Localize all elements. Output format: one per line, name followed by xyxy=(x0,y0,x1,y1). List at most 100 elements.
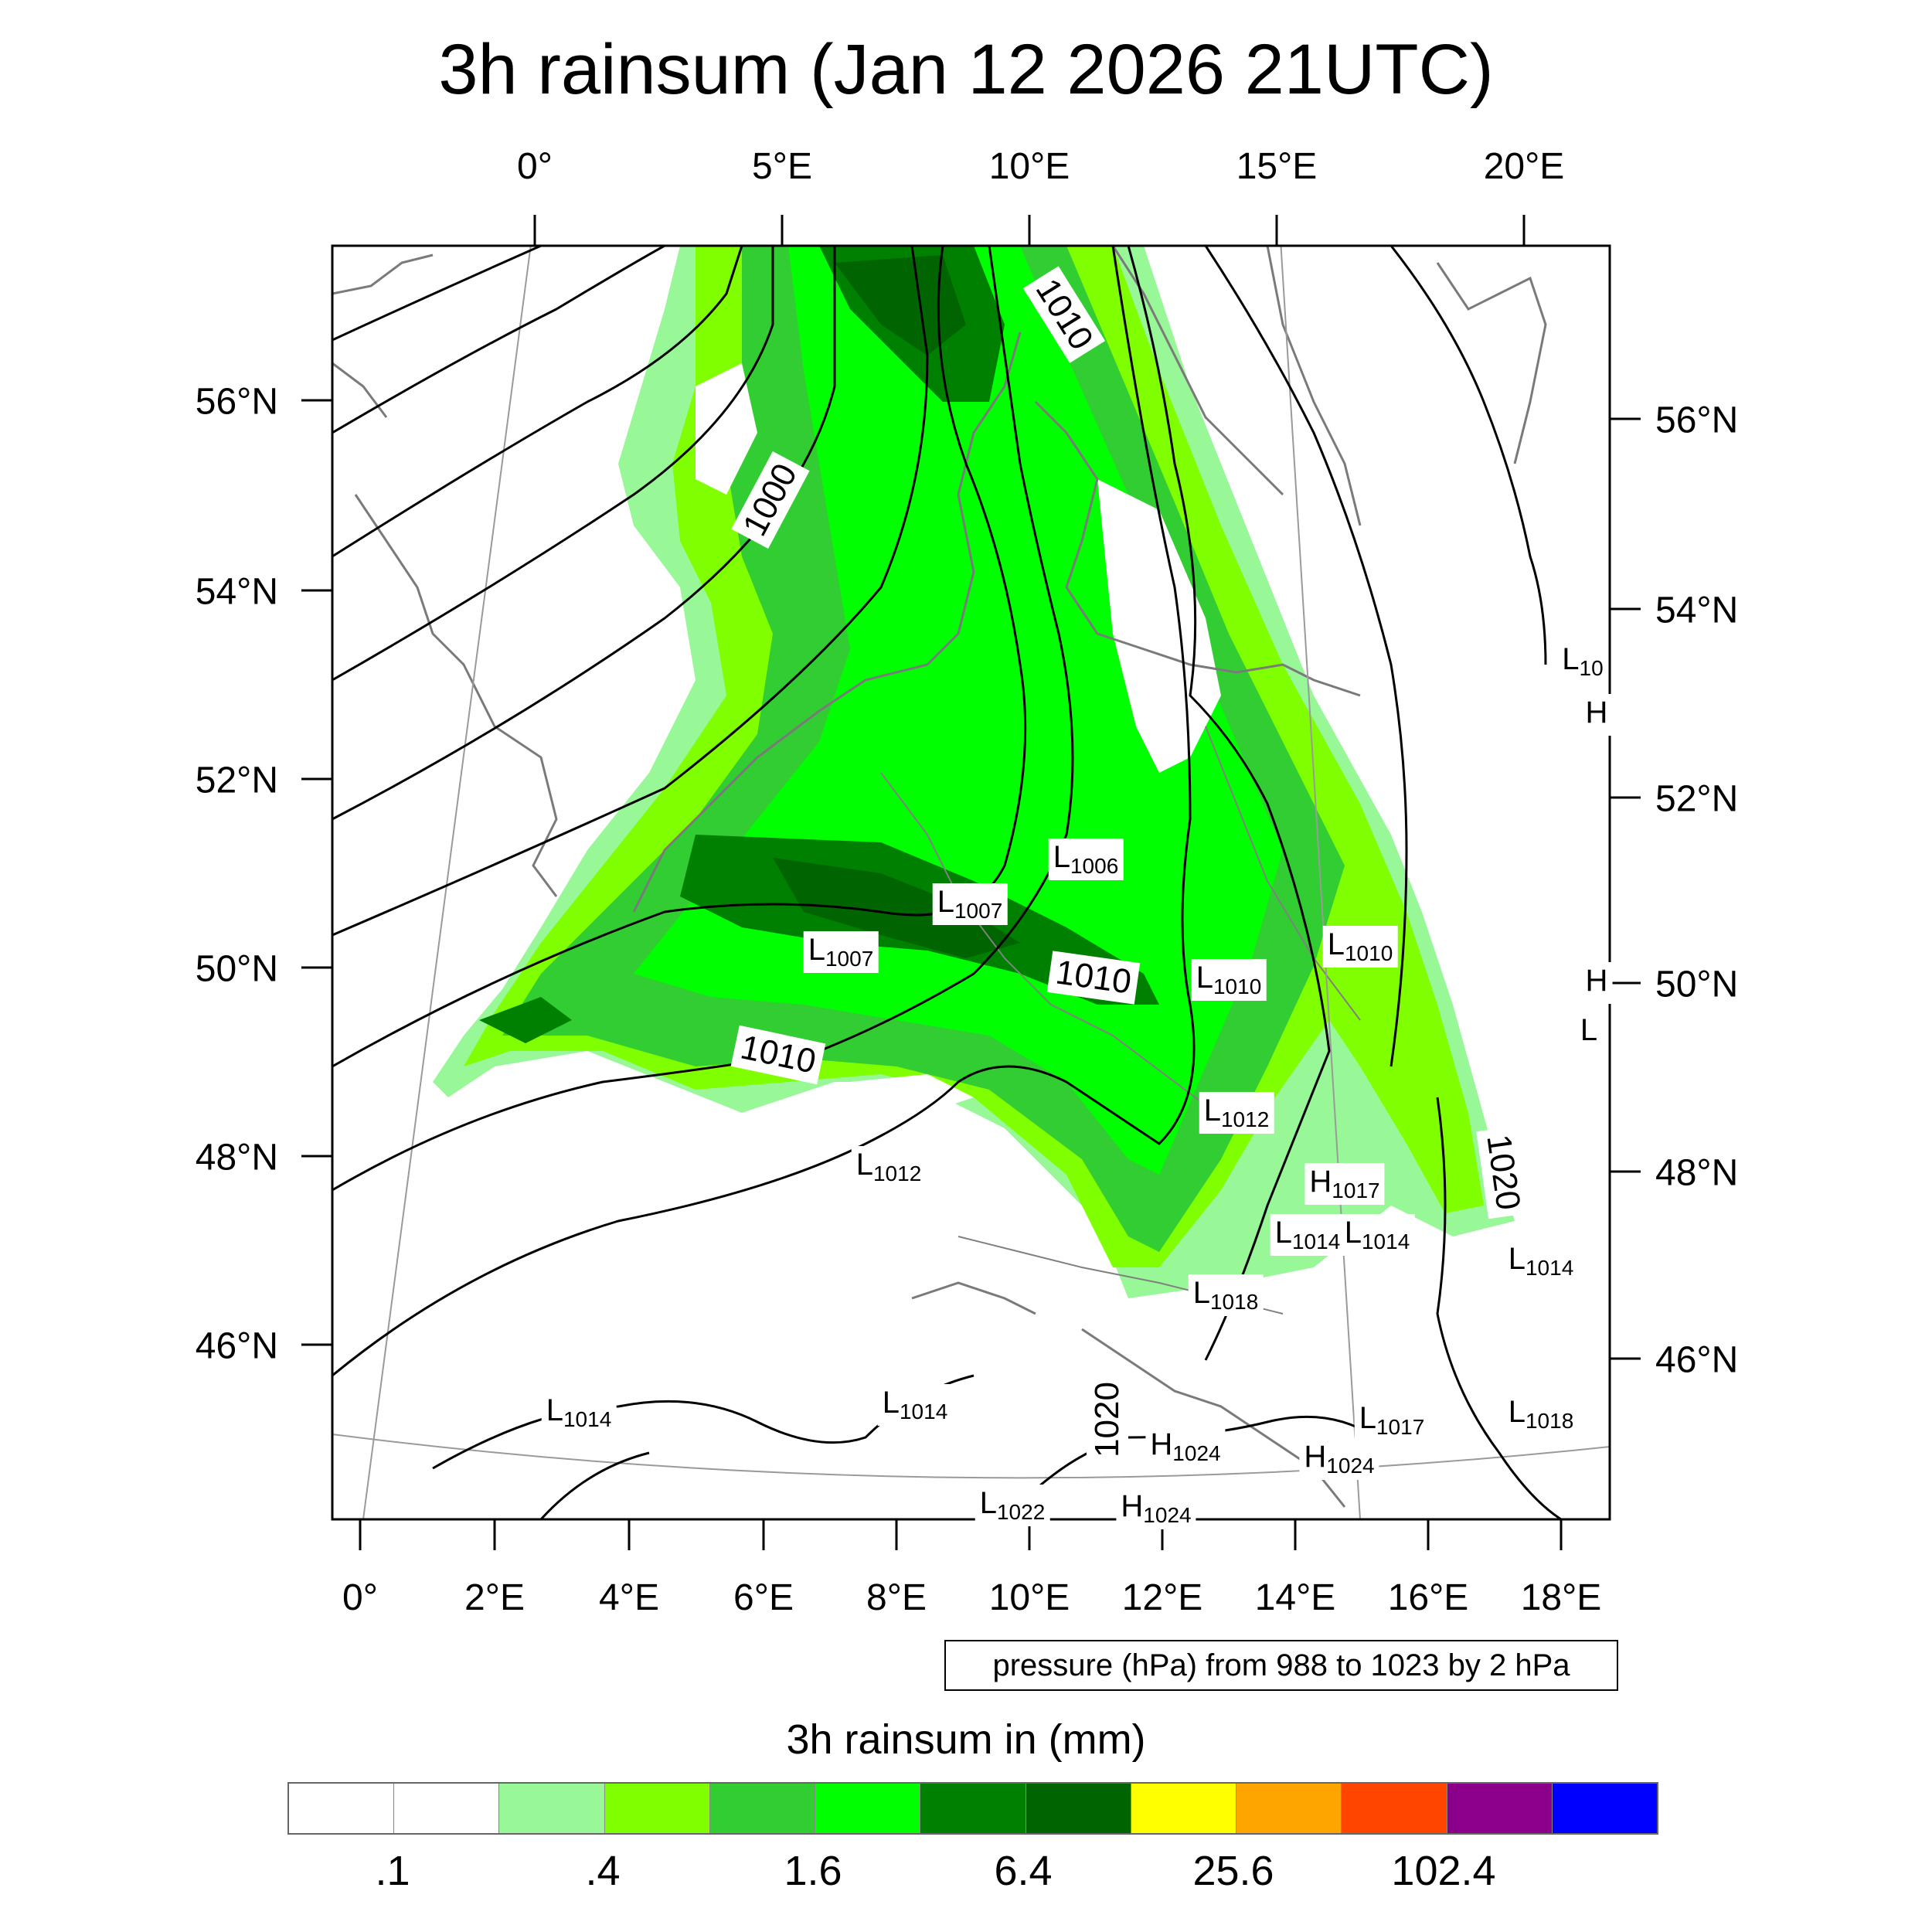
pressure-center-value: 1010 xyxy=(1344,941,1393,965)
left-lat-tick: 50°N xyxy=(195,948,278,990)
pressure-center-label: L1012 xyxy=(851,1146,927,1188)
pressure-center-value: 1014 xyxy=(563,1407,612,1431)
pressure-center-value: 1014 xyxy=(899,1400,948,1423)
right-lat-tick: 46°N xyxy=(1655,1339,1739,1381)
pressure-center-value: 1018 xyxy=(1525,1409,1574,1433)
pressure-center-type: L xyxy=(1562,642,1580,676)
pressure-center-value: 1006 xyxy=(1070,854,1119,878)
graticule xyxy=(332,246,1610,1519)
colorbar-box xyxy=(709,1784,816,1833)
pressure-center-type: L xyxy=(1274,1216,1292,1250)
colorbar-box xyxy=(1447,1784,1553,1833)
pressure-center-value: 1024 xyxy=(1326,1454,1375,1478)
pressure-center-type: L xyxy=(1327,927,1345,961)
bottom-lon-tick: 10°E xyxy=(988,1577,1070,1618)
pressure-center-type: L xyxy=(1196,961,1213,995)
pressure-center-label: L1007 xyxy=(932,883,1008,925)
pressure-center-label: L10 xyxy=(1557,641,1608,682)
pressure-center-value: 1014 xyxy=(1291,1230,1341,1253)
bottom-lon-tick: 6°E xyxy=(733,1577,794,1618)
pressure-center-value: 1018 xyxy=(1209,1290,1259,1314)
isobars xyxy=(332,246,1562,1519)
pressure-center-label: L1012 xyxy=(1199,1092,1274,1134)
pressure-center-value: 1022 xyxy=(996,1500,1046,1524)
colorbar-title: 3h rainsum in (mm) xyxy=(786,1716,1146,1763)
pressure-center-value: 1014 xyxy=(1361,1230,1410,1253)
pressure-center-value: 1007 xyxy=(825,947,874,971)
colorbar-label: .4 xyxy=(585,1848,621,1894)
tick-marks xyxy=(301,215,1641,1550)
top-lon-tick: 15°E xyxy=(1236,146,1318,187)
pressure-note: pressure (hPa) from 988 to 1023 by 2 hPa xyxy=(944,1640,1618,1691)
pressure-center-value: 1017 xyxy=(1332,1179,1380,1202)
top-lon-tick: 0° xyxy=(517,146,553,187)
pressure-center-type: L xyxy=(1203,1094,1221,1128)
pressure-center-value: 10 xyxy=(1579,656,1604,680)
pressure-center-type: L xyxy=(1359,1401,1376,1435)
right-lat-tick: 48°N xyxy=(1655,1152,1739,1194)
pressure-center-type: L xyxy=(1344,1216,1362,1250)
map-frame xyxy=(331,244,1611,1521)
colorbar-box xyxy=(499,1784,605,1833)
left-lat-tick: 46°N xyxy=(195,1325,278,1367)
pressure-center-label: L1014 xyxy=(541,1392,617,1434)
bottom-lon-tick: 8°E xyxy=(866,1577,927,1618)
colorbar-label: 25.6 xyxy=(1192,1848,1274,1894)
pressure-center-label: L1006 xyxy=(1048,838,1124,880)
rain-brightgreen xyxy=(634,246,1283,1175)
pressure-center-label: L1007 xyxy=(803,931,879,973)
pressure-center-type: H xyxy=(1585,696,1608,730)
right-lat-tick: 52°N xyxy=(1655,778,1739,820)
isobar-label: 1020 xyxy=(1086,1376,1128,1464)
pressure-center-value: 1012 xyxy=(872,1162,922,1185)
colorbar-box xyxy=(1552,1784,1658,1833)
pressure-center-type: L xyxy=(937,885,954,919)
pressure-center-label: H1024 xyxy=(1299,1438,1379,1480)
pressure-center-label: L1010 xyxy=(1322,926,1398,968)
pressure-center-value: 1014 xyxy=(1525,1256,1574,1280)
rain-white-gap xyxy=(696,363,1221,1113)
bottom-lon-tick: 16°E xyxy=(1387,1577,1469,1618)
pressure-center-label: L1018 xyxy=(1188,1274,1264,1316)
left-lat-tick: 54°N xyxy=(195,571,278,613)
pressure-center-type: L xyxy=(546,1393,563,1427)
pressure-center-type: H xyxy=(1585,964,1608,998)
bottom-lon-tick: 14°E xyxy=(1254,1577,1336,1618)
pressure-center-type: H xyxy=(1309,1165,1332,1199)
pressure-center-label: H1024 xyxy=(1145,1426,1226,1468)
colorbar-box xyxy=(289,1784,395,1833)
pressure-center-type: L xyxy=(979,1486,997,1520)
pressure-center-type: L xyxy=(1192,1276,1210,1310)
pressure-center-label: L1010 xyxy=(1191,959,1267,1001)
colorbar-box xyxy=(920,1784,1026,1833)
bottom-lon-tick: 0° xyxy=(342,1577,378,1618)
bottom-lon-tick: 12°E xyxy=(1121,1577,1203,1618)
colorbar xyxy=(287,1782,1658,1835)
colorbar-label: 1.6 xyxy=(784,1848,842,1894)
colorbar-label: .1 xyxy=(375,1848,410,1894)
rain-field xyxy=(433,246,1515,1298)
pressure-center-label: H1024 xyxy=(1116,1488,1196,1529)
pressure-center-label: L1018 xyxy=(1503,1393,1579,1435)
colorbar-box xyxy=(394,1784,500,1833)
top-lon-tick: 10°E xyxy=(988,146,1070,187)
pressure-center-label: L1014 xyxy=(877,1384,953,1426)
right-lat-tick: 50°N xyxy=(1655,964,1739,1005)
chart-title: 3h rainsum (Jan 12 2026 21UTC) xyxy=(438,30,1494,109)
pressure-center-label: L1022 xyxy=(975,1485,1050,1526)
pressure-center-value: 1010 xyxy=(1213,975,1262,998)
left-lat-tick: 56°N xyxy=(195,381,278,423)
pressure-center-label: L1017 xyxy=(1354,1400,1430,1441)
pressure-center-value: 1012 xyxy=(1220,1107,1270,1131)
pressure-center-type: H xyxy=(1121,1489,1144,1523)
pressure-center-value: 1017 xyxy=(1376,1415,1425,1439)
left-lat-tick: 48°N xyxy=(195,1137,278,1179)
bottom-lon-tick: 4°E xyxy=(599,1577,659,1618)
bottom-lon-tick: 2°E xyxy=(464,1577,525,1618)
pressure-center-type: H xyxy=(1150,1427,1173,1461)
pressure-center-type: L xyxy=(1053,840,1070,874)
pressure-center-label: H1017 xyxy=(1304,1163,1385,1205)
pressure-center-label: L1014 xyxy=(1503,1240,1579,1282)
coastlines xyxy=(332,246,1547,1508)
